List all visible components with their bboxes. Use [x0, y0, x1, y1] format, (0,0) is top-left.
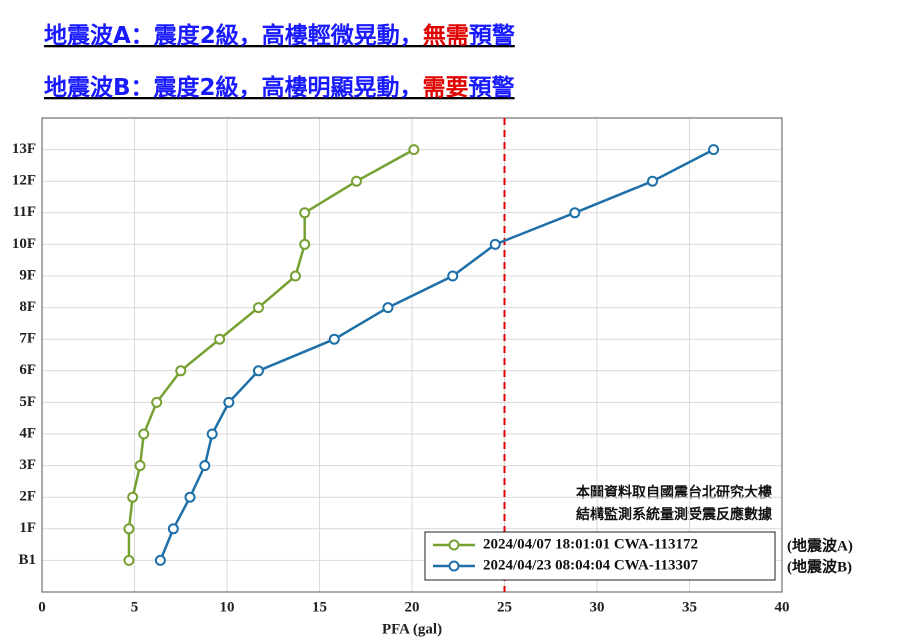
x-tick-label: 0 — [38, 599, 46, 615]
title-segment: 地震波B：震度2級，高樓明顯晃動， — [44, 74, 423, 101]
annotation: 本圖資料取自國震台北研究大樓 — [576, 484, 772, 501]
title-line: 地震波A：震度2級，高樓輕微晃動，無需預警 — [44, 22, 515, 49]
data-point — [154, 554, 166, 566]
y-tick-label: B1 — [18, 552, 36, 568]
series-line — [159, 148, 715, 561]
series-line — [127, 148, 415, 561]
data-point — [175, 365, 187, 377]
plot-frame — [41, 117, 783, 593]
data-point — [167, 523, 179, 535]
y-tick-label: 6F — [19, 362, 36, 378]
data-point — [223, 396, 235, 408]
x-tick-label: 30 — [590, 599, 605, 615]
y-tick-label: 10F — [12, 236, 36, 252]
legend-label: 2024/04/23 08:04:04 CWA-113307 — [483, 557, 698, 573]
y-tick-label: 7F — [19, 331, 36, 347]
data-point — [252, 302, 264, 314]
title-line: 地震波B：震度2級，高樓明顯晃動，需要預警 — [44, 74, 515, 101]
data-point — [138, 428, 150, 440]
x-tick-label: 35 — [682, 599, 697, 615]
data-point — [299, 207, 311, 219]
x-tick-label: 10 — [220, 599, 235, 615]
x-tick-label: 20 — [405, 599, 420, 615]
series-tag: (地震波A) — [787, 536, 853, 554]
data-point — [289, 270, 301, 282]
title-segment: 地震波A：震度2級，高樓輕微晃動， — [44, 22, 423, 49]
title-segment: 無需 — [423, 23, 469, 49]
data-point — [489, 238, 501, 250]
data-point — [123, 523, 135, 535]
series-tag: (地震波B) — [787, 557, 852, 575]
data-point — [214, 333, 226, 345]
data-point — [151, 396, 163, 408]
data-point — [123, 554, 135, 566]
x-tick-label: 5 — [131, 599, 139, 615]
data-point — [408, 144, 420, 156]
data-point — [328, 333, 340, 345]
data-point — [569, 207, 581, 219]
legend-marker — [448, 539, 460, 551]
y-tick-label: 13F — [12, 141, 36, 157]
data-point — [708, 144, 720, 156]
data-point — [382, 302, 394, 314]
data-point — [647, 175, 658, 187]
y-tick-label: 9F — [19, 267, 36, 283]
data-point — [134, 460, 146, 472]
y-tick-label: 5F — [19, 394, 36, 410]
x-axis-label: PFA (gal) — [382, 621, 442, 637]
data-point — [351, 175, 362, 187]
x-tick-label: 25 — [497, 599, 512, 615]
data-point — [299, 238, 311, 250]
y-tick-label: 3F — [19, 457, 36, 473]
legend-label: 2024/04/07 18:01:01 CWA-113172 — [483, 536, 698, 552]
y-tick-label: 11F — [13, 204, 36, 220]
y-tick-label: 2F — [19, 489, 36, 505]
data-point — [206, 428, 218, 440]
y-tick-label: 4F — [19, 425, 36, 441]
y-tick-label: 1F — [19, 520, 36, 536]
legend-marker — [448, 560, 460, 572]
title-segment: 需要 — [423, 75, 469, 101]
x-tick-label: 15 — [312, 599, 327, 615]
annotation: 結構監測系統量測受震反應數據 — [576, 506, 773, 523]
data-point — [447, 270, 459, 282]
data-point — [252, 365, 264, 377]
data-point — [199, 460, 211, 472]
y-tick-label: 8F — [19, 299, 36, 315]
title-segment: 預警 — [469, 75, 515, 101]
x-tick-label: 40 — [775, 599, 790, 615]
data-point — [184, 491, 196, 503]
data-point — [127, 491, 139, 503]
legend-box — [424, 531, 776, 581]
title-segment: 預警 — [469, 23, 515, 49]
y-tick-label: 12F — [12, 173, 36, 189]
